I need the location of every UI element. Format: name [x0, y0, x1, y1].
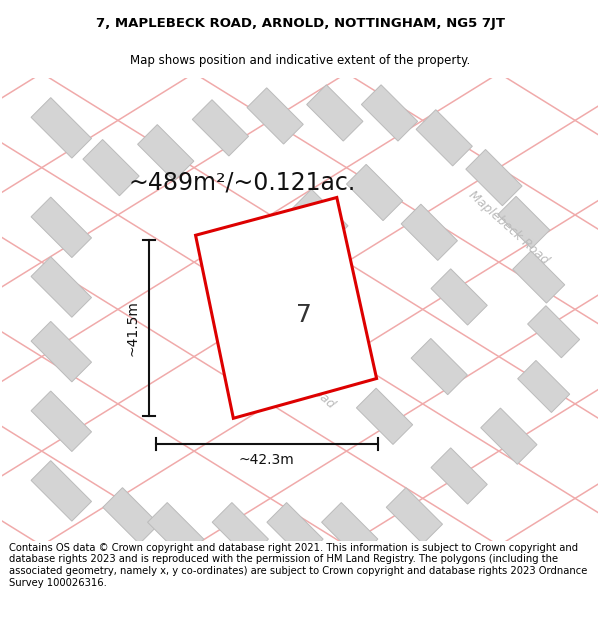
- Polygon shape: [322, 503, 378, 559]
- Polygon shape: [361, 85, 418, 141]
- Polygon shape: [192, 100, 248, 156]
- Polygon shape: [431, 448, 487, 504]
- Polygon shape: [512, 251, 565, 303]
- Text: Maplebeck Road: Maplebeck Road: [466, 188, 551, 267]
- Polygon shape: [416, 109, 472, 166]
- Polygon shape: [527, 306, 580, 358]
- Text: ~41.5m: ~41.5m: [126, 301, 140, 356]
- Polygon shape: [267, 503, 323, 559]
- Polygon shape: [292, 189, 348, 246]
- Polygon shape: [386, 488, 443, 544]
- Polygon shape: [31, 461, 92, 521]
- Text: 7, MAPLEBECK ROAD, ARNOLD, NOTTINGHAM, NG5 7JT: 7, MAPLEBECK ROAD, ARNOLD, NOTTINGHAM, N…: [95, 17, 505, 30]
- Polygon shape: [242, 219, 298, 276]
- Polygon shape: [212, 503, 268, 559]
- Polygon shape: [356, 388, 413, 444]
- Polygon shape: [307, 85, 363, 141]
- Text: 7: 7: [296, 303, 311, 328]
- Polygon shape: [346, 164, 403, 221]
- Text: Contains OS data © Crown copyright and database right 2021. This information is : Contains OS data © Crown copyright and d…: [9, 543, 587, 588]
- Polygon shape: [31, 98, 92, 158]
- Polygon shape: [247, 88, 303, 144]
- Text: ~489m²/~0.121ac.: ~489m²/~0.121ac.: [129, 171, 356, 194]
- Polygon shape: [196, 198, 377, 418]
- Polygon shape: [148, 503, 204, 559]
- Polygon shape: [31, 391, 92, 451]
- Text: ~42.3m: ~42.3m: [239, 453, 295, 467]
- Polygon shape: [481, 408, 537, 464]
- Polygon shape: [466, 149, 522, 206]
- Polygon shape: [31, 321, 92, 382]
- Polygon shape: [411, 338, 467, 395]
- Polygon shape: [31, 257, 92, 318]
- Polygon shape: [137, 124, 194, 181]
- Text: Maplebeck Road: Maplebeck Road: [253, 332, 338, 411]
- Polygon shape: [31, 197, 92, 258]
- Polygon shape: [103, 488, 159, 544]
- Polygon shape: [498, 196, 550, 248]
- Polygon shape: [518, 361, 570, 413]
- Polygon shape: [401, 204, 457, 261]
- Polygon shape: [83, 139, 139, 196]
- Polygon shape: [431, 269, 487, 325]
- Text: Map shows position and indicative extent of the property.: Map shows position and indicative extent…: [130, 54, 470, 68]
